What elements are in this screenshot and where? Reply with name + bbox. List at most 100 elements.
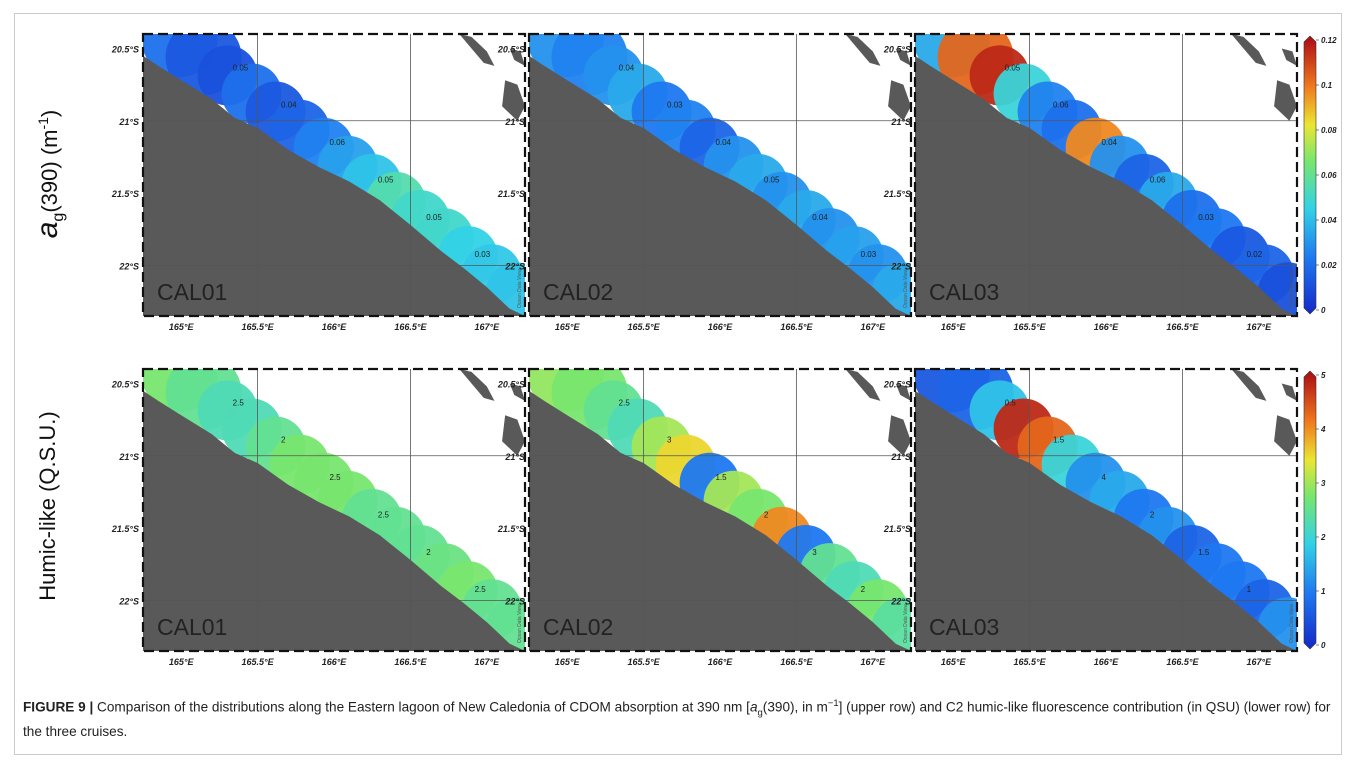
map-panel-6: 0.5 1.5 4 2 1.5 1 Ocean Data View CAL03 20.5°S 21…: [883, 367, 1299, 667]
longitude-tick-label: 165°E: [555, 657, 581, 667]
island: [888, 415, 911, 456]
contour-label: 0.05: [1005, 63, 1021, 72]
longitude-tick-label: 167°E: [1246, 322, 1272, 332]
panel-border: [527, 367, 913, 653]
map-panel-1: 0.05 0.04 0.06 0.05 0.05 0.03 Ocean Data View C…: [111, 32, 527, 332]
contour-label: 1: [1247, 585, 1252, 594]
island: [502, 80, 525, 121]
row-label-absorption: ag(390) (m-1): [31, 110, 67, 239]
panel-border: [527, 32, 913, 318]
contour-label: 0.06: [1053, 101, 1069, 110]
contour-label: 4: [1101, 473, 1106, 482]
map-panel-3: 0.05 0.06 0.04 0.06 0.03 0.02 Ocean Data View C…: [883, 32, 1299, 332]
longitude-tick-label: 167°E: [474, 322, 500, 332]
island: [1231, 34, 1267, 66]
longitude-tick-label: 167°E: [860, 322, 886, 332]
colorbar-2: 5 4 3 2 1 0: [1303, 370, 1326, 650]
colorbar-tick-label: 0.02: [1321, 261, 1337, 270]
colorbar-tick-label: 3: [1321, 479, 1326, 488]
caption-label: FIGURE 9 |: [23, 699, 94, 715]
watermark: Ocean Data View: [517, 269, 523, 308]
island: [895, 48, 911, 66]
colorbar-tick-label: 0.08: [1321, 126, 1337, 135]
watermark: Ocean Data View: [903, 269, 909, 308]
latitude-tick-label: 22°S: [118, 596, 139, 606]
row-label-humic: Humic-like (Q.S.U.): [35, 411, 60, 600]
longitude-tick-label: 166°E: [1094, 322, 1120, 332]
panel-border: [913, 367, 1299, 653]
caption-text-3: ] (upper row) and C2 humic-like fluoresc…: [23, 699, 1331, 740]
latitude-tick-label: 21.5°S: [883, 524, 911, 534]
watermark: Ocean Data View: [1289, 604, 1295, 643]
island: [502, 415, 525, 456]
contour-label: 0.04: [1101, 138, 1117, 147]
longitude-tick-label: 165.5°E: [628, 657, 661, 667]
longitude-tick-label: 166.5°E: [394, 322, 427, 332]
map-panel-2: 0.04 0.03 0.04 0.05 0.04 0.03 Ocean Data View C…: [497, 32, 913, 332]
contour-label: 0.03: [1198, 213, 1214, 222]
island: [845, 369, 881, 401]
longitude-tick-label: 167°E: [474, 657, 500, 667]
island: [1274, 80, 1297, 121]
colorbar-tick-label: 4: [1320, 425, 1326, 434]
latitude-tick-label: 21.5°S: [111, 189, 139, 199]
panel-label: CAL02: [543, 614, 613, 640]
contour-label: 0.04: [812, 213, 828, 222]
contour-label: 2.5: [619, 398, 631, 407]
latitude-tick-label: 21°S: [890, 452, 911, 462]
caption-symbol-a: a: [749, 699, 758, 715]
contour-label: 0.05: [233, 63, 249, 72]
longitude-tick-label: 165.5°E: [628, 322, 661, 332]
longitude-tick-label: 165.5°E: [1014, 322, 1047, 332]
contour-label: 3: [812, 548, 817, 557]
colorbar-ramp: [1303, 35, 1317, 315]
panel-label: CAL01: [157, 614, 227, 640]
island: [845, 34, 881, 66]
caption-text-2: (390), in m: [762, 699, 828, 715]
longitude-tick-label: 165°E: [555, 322, 581, 332]
latitude-tick-label: 21°S: [504, 452, 525, 462]
contour-label: 0.05: [426, 213, 442, 222]
latitude-tick-label: 22°S: [890, 261, 911, 271]
latitude-tick-label: 21°S: [118, 117, 139, 127]
contour-label: 2: [1150, 510, 1155, 519]
longitude-tick-label: 166°E: [1094, 657, 1120, 667]
panel-border: [141, 367, 527, 653]
panel-label: CAL01: [157, 279, 227, 305]
map-panel-4: 2.5 2 2.5 2.5 2 2.5 Ocean Data View CAL01 20.5°S…: [111, 367, 527, 667]
latitude-tick-label: 21°S: [118, 452, 139, 462]
caption-symbol-g: g: [757, 707, 763, 719]
longitude-tick-label: 165.5°E: [242, 322, 275, 332]
contour-label: 1.5: [715, 473, 727, 482]
panel-label: CAL03: [929, 279, 999, 305]
watermark: Ocean Data View: [903, 604, 909, 643]
longitude-tick-label: 166.5°E: [394, 657, 427, 667]
caption-unit-exponent: −1: [827, 698, 839, 709]
figure-map-grid: 0.05 0.04 0.06 0.05 0.05 0.03 Ocean Data View C…: [31, 32, 1337, 667]
contour-label: 1.5: [1053, 436, 1065, 445]
longitude-tick-label: 165°E: [169, 657, 195, 667]
colorbar-tick-label: 1: [1321, 587, 1326, 596]
island: [1231, 369, 1267, 401]
map-panel-5: 2.5 3 1.5 2 3 2 Ocean Data View CAL02 20.5°S 21°S…: [497, 367, 913, 667]
contour-label: 2: [426, 548, 431, 557]
colorbar-tick-label: 0.06: [1321, 171, 1337, 180]
colorbar-ramp: [1303, 370, 1317, 650]
latitude-tick-label: 22°S: [504, 596, 525, 606]
contour-label: 0.04: [619, 63, 635, 72]
island: [509, 48, 525, 66]
longitude-tick-label: 165.5°E: [242, 657, 275, 667]
watermark: Ocean Data View: [517, 604, 523, 643]
longitude-tick-label: 165.5°E: [1014, 657, 1047, 667]
latitude-tick-label: 20.5°S: [883, 44, 911, 54]
latitude-tick-label: 20.5°S: [111, 379, 139, 389]
latitude-tick-label: 20.5°S: [883, 379, 911, 389]
contour-label: 2: [861, 585, 866, 594]
island: [509, 383, 525, 401]
colorbar-tick-label: 0.12: [1321, 36, 1337, 45]
colorbar-tick-label: 0: [1321, 641, 1326, 650]
colorbar-tick-label: 5: [1321, 371, 1326, 380]
colorbar-tick-label: 2: [1320, 533, 1326, 542]
contour-label: 0.02: [1247, 250, 1263, 259]
longitude-tick-label: 165°E: [169, 322, 195, 332]
